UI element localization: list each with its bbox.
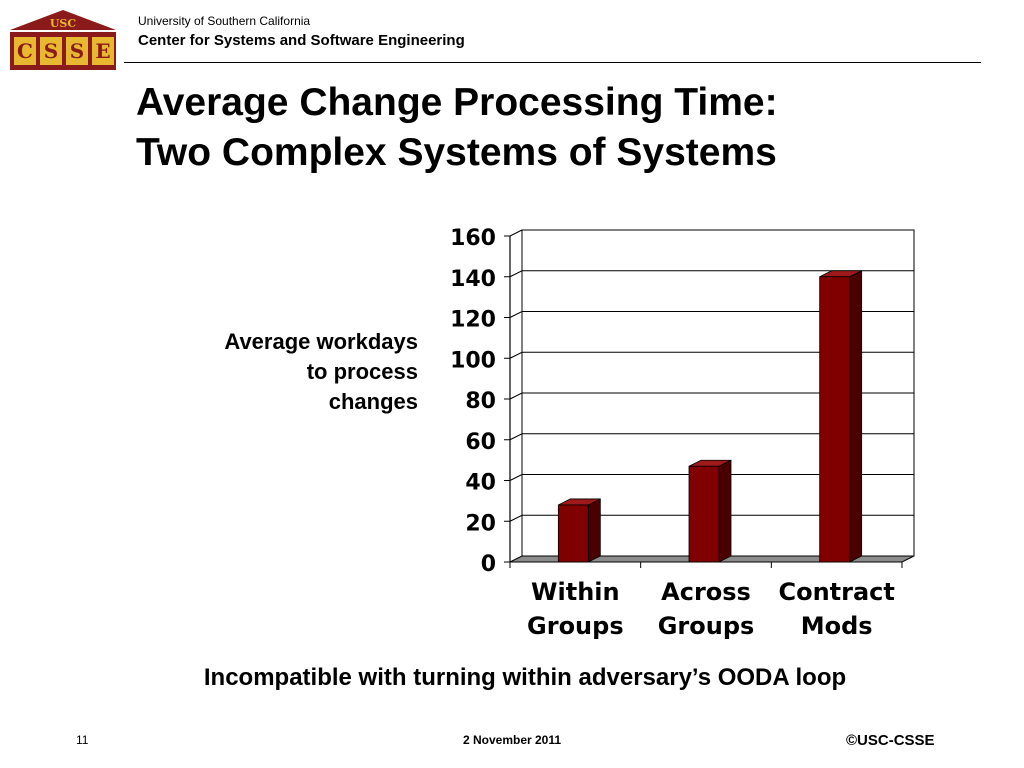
y-tick-label: 20 bbox=[465, 511, 496, 536]
x-tick-label: Within Groups bbox=[527, 578, 624, 640]
slide-title-line-2: Two Complex Systems of Systems bbox=[136, 131, 777, 174]
university-name: University of Southern California bbox=[138, 14, 311, 28]
x-tick-label: Across Groups bbox=[658, 578, 755, 640]
logo-letter-box bbox=[14, 37, 36, 65]
page-number: 11 bbox=[76, 733, 89, 747]
center-name: Center for Systems and Software Engineer… bbox=[138, 32, 465, 49]
bar bbox=[688, 459, 732, 563]
gridline bbox=[509, 433, 914, 441]
bar-front bbox=[688, 465, 720, 563]
y-tick-label: 120 bbox=[450, 308, 496, 333]
y-axis-label: Average workdays to process changes bbox=[150, 327, 418, 417]
slide-subtitle: Incompatible with turning within adversa… bbox=[203, 664, 847, 691]
gridline bbox=[509, 474, 914, 481]
footer-copyright: ©USC-CSSE bbox=[846, 732, 935, 749]
chart-top-edge bbox=[509, 229, 523, 237]
bar-side bbox=[587, 498, 601, 563]
bar-side bbox=[718, 459, 732, 563]
y-tick-label: 100 bbox=[450, 348, 496, 373]
slide-title: Average Change Processing Time: Two Comp… bbox=[136, 78, 996, 178]
bar bbox=[819, 270, 863, 563]
bar-front bbox=[819, 276, 851, 563]
gridline bbox=[509, 514, 914, 522]
gridline bbox=[509, 351, 914, 359]
bar-chart: 0 20 40 60 80 100 120 140 160 Within Groups Across G… bbox=[450, 226, 915, 640]
footer-date: 2 November 2011 bbox=[462, 733, 562, 747]
logo-letter-box bbox=[92, 37, 114, 65]
gridline bbox=[509, 392, 914, 400]
y-tick-label: 40 bbox=[465, 471, 496, 496]
logo-letter-box bbox=[40, 37, 62, 65]
logo-roof bbox=[10, 10, 116, 30]
logo-letter-box bbox=[66, 37, 88, 65]
y-tick-label: 80 bbox=[465, 389, 496, 414]
bar-side bbox=[849, 270, 863, 563]
logo-letter: S bbox=[70, 39, 84, 63]
y-tick-label: 140 bbox=[450, 267, 496, 292]
logo-usc-text: USC bbox=[50, 17, 77, 30]
gridline bbox=[509, 311, 914, 318]
logo-letter: C bbox=[17, 39, 33, 63]
gridline bbox=[509, 270, 914, 278]
y-axis-label-line-1: Average workdays bbox=[224, 329, 418, 354]
bar-front bbox=[557, 504, 589, 563]
y-tick-label: 60 bbox=[465, 430, 496, 455]
logo-letter: S bbox=[44, 39, 58, 63]
x-tick-label: Contract Mods bbox=[778, 578, 894, 640]
y-tick-label: 160 bbox=[450, 226, 496, 251]
bar bbox=[557, 498, 601, 563]
y-axis-label-line-2: to process bbox=[306, 359, 418, 384]
logo-letter: E bbox=[95, 39, 110, 63]
slide-title-line-1: Average Change Processing Time: bbox=[136, 81, 778, 124]
y-tick-label: 0 bbox=[481, 552, 496, 577]
y-axis-label-line-3: changes bbox=[328, 389, 418, 414]
header-divider bbox=[124, 62, 981, 63]
